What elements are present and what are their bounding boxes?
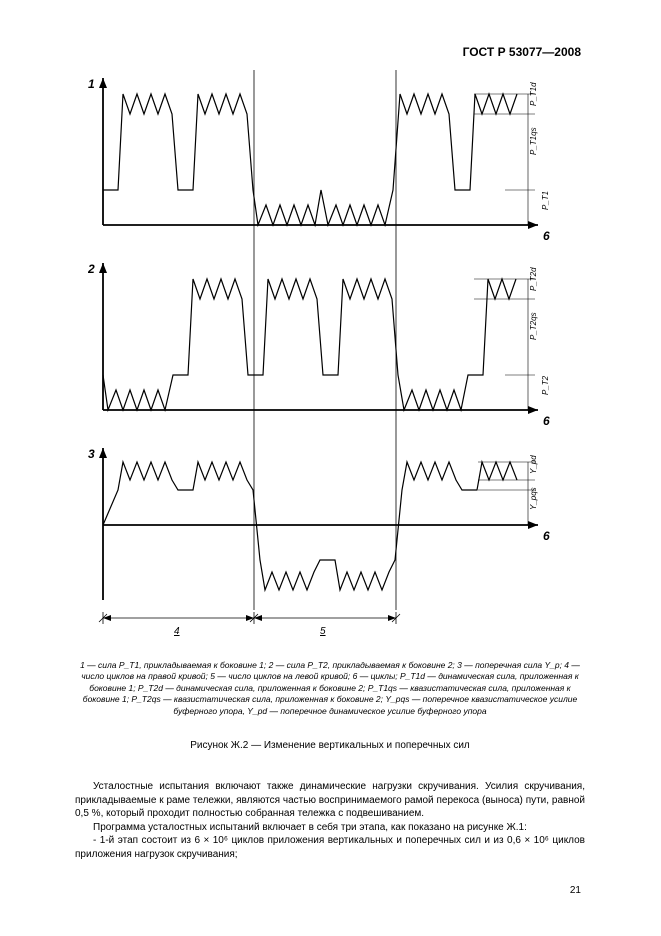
svg-text:6: 6 <box>543 529 550 543</box>
standard-header: ГОСТ Р 53077—2008 <box>463 45 581 59</box>
svg-text:2: 2 <box>88 262 95 276</box>
svg-text:6: 6 <box>543 229 550 243</box>
svg-text:3: 3 <box>88 447 95 461</box>
svg-text:P_T1qs: P_T1qs <box>529 127 538 155</box>
svg-text:Y_pqs: Y_pqs <box>529 487 538 510</box>
svg-text:6: 6 <box>543 414 550 428</box>
svg-text:1: 1 <box>88 77 95 91</box>
para-3: - 1-й этап состоит из 6 × 10⁶ циклов при… <box>75 834 585 861</box>
para-2: Программа усталостных испытаний включает… <box>75 821 585 835</box>
para-1: Усталостные испытания включают также дин… <box>75 780 585 821</box>
svg-text:P_T1d: P_T1d <box>529 82 538 106</box>
figure-zh2: 1 6 P_T1d P_T1qs P_T1 2 <box>88 70 558 648</box>
page-number: 21 <box>570 885 581 896</box>
svg-text:5: 5 <box>320 626 326 637</box>
svg-text:P_T1: P_T1 <box>541 191 550 210</box>
svg-text:P_T2qs: P_T2qs <box>529 312 538 340</box>
svg-text:P_T2: P_T2 <box>541 375 550 395</box>
svg-text:4: 4 <box>174 626 180 637</box>
figure-legend: 1 — сила P_T1, прикладываемая к боковине… <box>75 660 585 717</box>
figure-caption: Рисунок Ж.2 — Изменение вертикальных и п… <box>75 740 585 751</box>
body-paragraphs: Усталостные испытания включают также дин… <box>75 780 585 861</box>
svg-text:Y_pd: Y_pd <box>529 455 538 474</box>
svg-text:P_T2d: P_T2d <box>529 267 538 291</box>
